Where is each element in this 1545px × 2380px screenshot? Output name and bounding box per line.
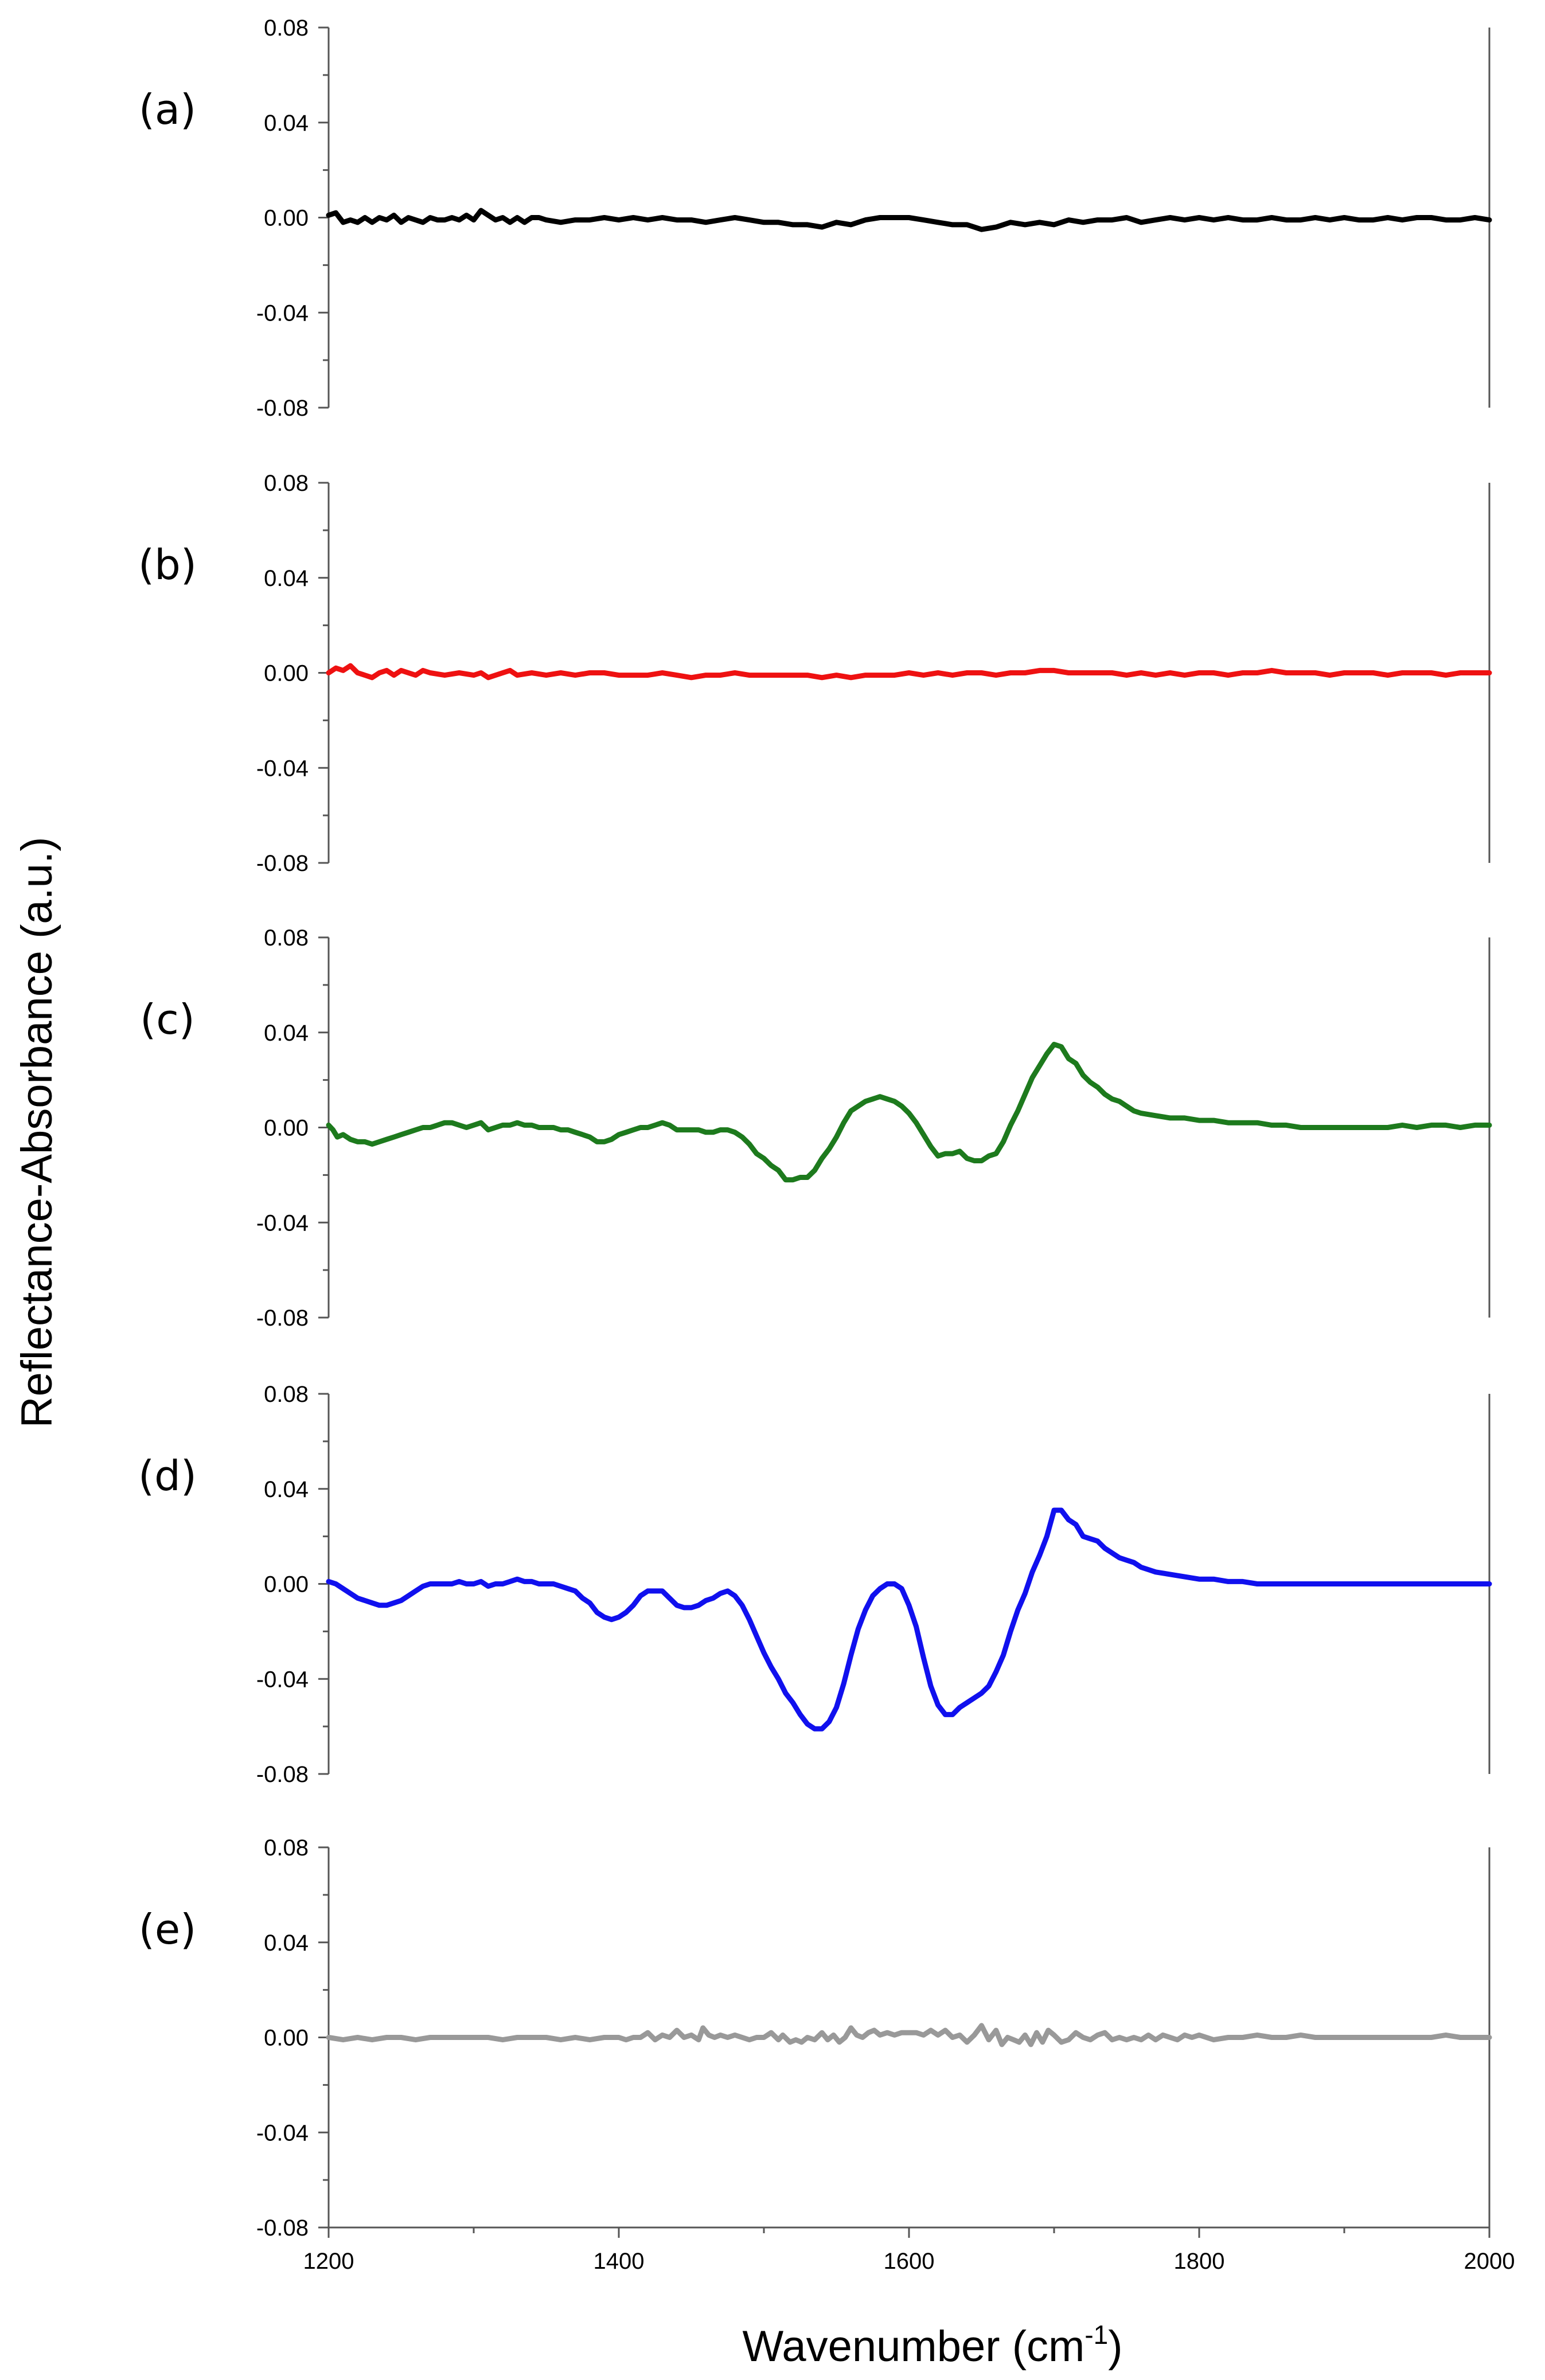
- y-tick-label: -0.04: [256, 756, 309, 781]
- y-tick-label: 0.08: [264, 471, 309, 496]
- y-tick-label: 0.00: [264, 1572, 309, 1597]
- y-tick-label: -0.04: [256, 1210, 309, 1236]
- panels: 0.08 0.04 0.00 -0.04 -0.08 (a) 0.08 0.04 0.00 -0.…: [138, 15, 1515, 2274]
- y-tick-label: 0.08: [264, 1835, 309, 1861]
- y-tick-label: -0.04: [256, 300, 309, 326]
- panel-label: (d): [138, 1452, 197, 1500]
- x-axis-title-main: Wavenumber (cm: [742, 2322, 1084, 2371]
- panel-a: 0.08 0.04 0.00 -0.04 -0.08 (a): [139, 15, 1492, 421]
- x-axis-title-close: ): [1108, 2322, 1122, 2371]
- y-tick-label: 0.04: [264, 1930, 309, 1956]
- series-line-a: [326, 208, 1492, 232]
- panel-label: (c): [140, 995, 195, 1044]
- series-line-e: [326, 2023, 1492, 2047]
- y-tick-label: 0.08: [264, 925, 309, 951]
- y-tick-label: -0.08: [256, 1762, 309, 1787]
- panel-label: (e): [139, 1905, 196, 1953]
- x-axis-title-sup: -1: [1084, 2320, 1108, 2350]
- panel-d: 0.08 0.04 0.00 -0.04 -0.08 (d): [138, 1382, 1492, 1787]
- panel-label: (a): [139, 85, 196, 134]
- x-tick-label: 1600: [884, 2249, 935, 2274]
- series-line-d: [326, 1507, 1492, 1732]
- panel-e: 0.08 0.04 0.00 -0.04 -0.08 (e) 1200 1400 1600 180…: [139, 1835, 1515, 2274]
- y-tick-label: 0.00: [264, 2026, 309, 2051]
- y-tick-label: 0.04: [264, 1021, 309, 1046]
- y-tick-label: 0.04: [264, 566, 309, 591]
- x-tick-label: 1200: [303, 2249, 354, 2274]
- y-tick-label: -0.04: [256, 2120, 309, 2145]
- series-line-b: [326, 663, 1492, 681]
- y-tick-label: 0.08: [264, 15, 309, 41]
- y-tick-label: 0.08: [264, 1382, 309, 1407]
- y-axis-title: Reflectance-Absorbance (a.u.): [13, 837, 61, 1428]
- y-tick-label: -0.08: [256, 396, 309, 421]
- series-line-c: [326, 1042, 1492, 1183]
- x-tick-label: 1800: [1174, 2249, 1225, 2274]
- y-tick-label: 0.04: [264, 1477, 309, 1502]
- x-tick-label: 2000: [1464, 2249, 1515, 2274]
- y-tick-label: -0.04: [256, 1667, 309, 1692]
- x-axis-title: Wavenumber (cm-1): [742, 2320, 1122, 2371]
- x-tick-label: 1400: [594, 2249, 645, 2274]
- panel-label: (b): [138, 541, 197, 589]
- y-tick-label: -0.08: [256, 1306, 309, 1331]
- y-tick-label: -0.08: [256, 2215, 309, 2241]
- y-tick-label: 0.00: [264, 206, 309, 231]
- panel-c: 0.08 0.04 0.00 -0.04 -0.08 (c): [140, 925, 1492, 1331]
- y-tick-label: 0.04: [264, 111, 309, 136]
- y-tick-label: -0.08: [256, 851, 309, 876]
- y-tick-label: 0.00: [264, 1116, 309, 1141]
- panel-b: 0.08 0.04 0.00 -0.04 -0.08 (b): [138, 471, 1492, 876]
- y-tick-label: 0.00: [264, 661, 309, 686]
